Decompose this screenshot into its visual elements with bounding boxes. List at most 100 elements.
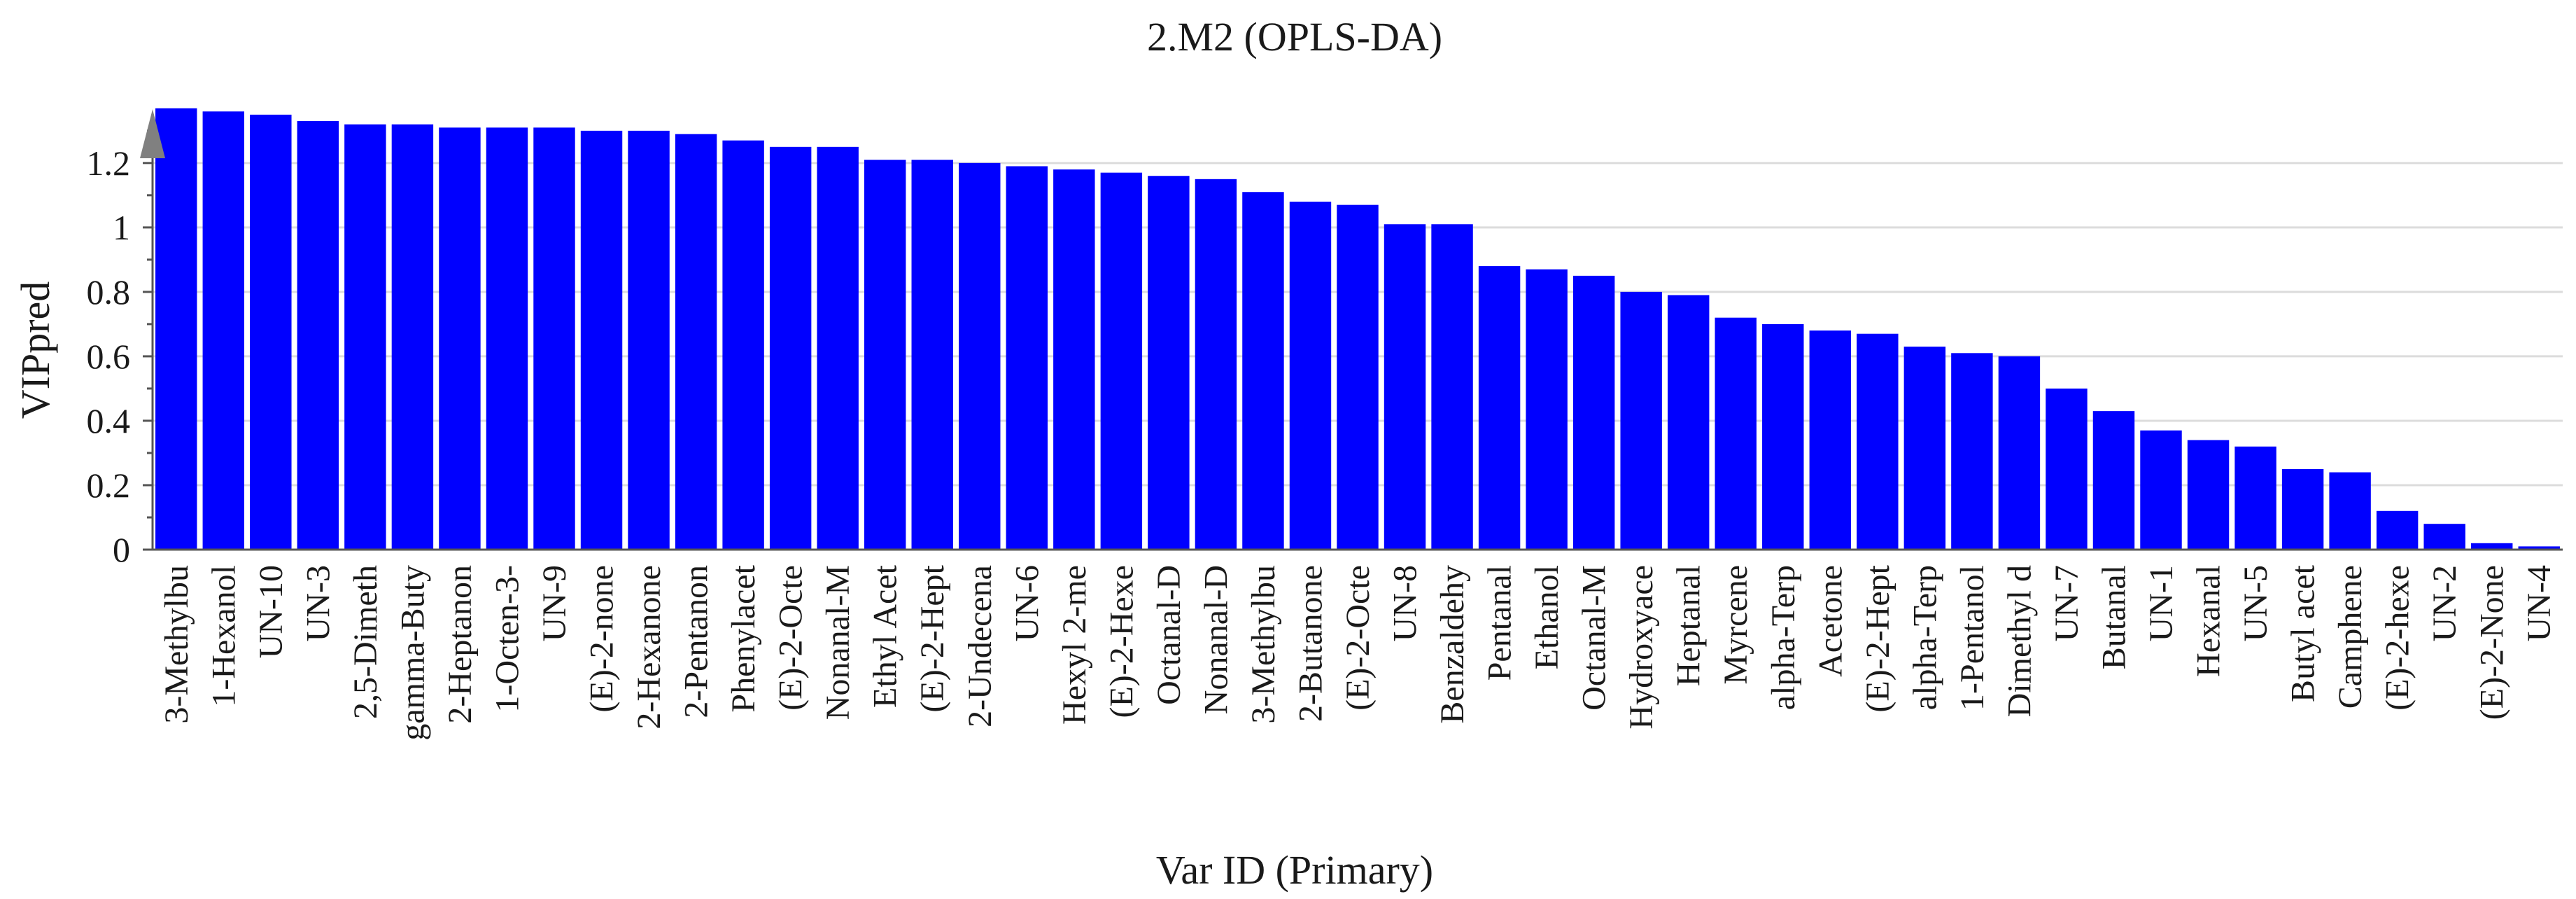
x-category-label: Phenylacet — [725, 564, 762, 712]
bar — [439, 127, 481, 550]
x-category-label: 3-Methylbu — [158, 565, 195, 724]
bar — [628, 130, 670, 550]
x-category-label: 2-Heptanon — [442, 565, 479, 724]
bar — [2046, 388, 2088, 550]
bar — [1857, 333, 1899, 550]
bar — [1195, 179, 1237, 550]
bar — [1478, 266, 1521, 550]
bar — [1100, 172, 1143, 550]
x-category-label: Octanal-M — [1576, 565, 1613, 711]
bar — [959, 162, 1001, 550]
bar — [2281, 468, 2324, 550]
bar — [1715, 317, 1757, 550]
y-tick-label: 0.8 — [87, 272, 131, 312]
bar — [580, 130, 623, 550]
x-category-label: Nonanal-D — [1197, 565, 1234, 714]
x-category-label: alpha-Terp — [1765, 565, 1802, 710]
bar — [2376, 510, 2419, 550]
x-axis-label: Var ID (Primary) — [1156, 847, 1433, 893]
y-tick-label: 1.2 — [87, 144, 131, 183]
x-category-label: Hexyl 2-me — [1056, 565, 1093, 725]
y-tick-labels: 0 0.2 0.4 0.6 0.8 1 1.2 — [87, 144, 131, 569]
x-category-label: (E)-2-none — [584, 565, 621, 713]
bar — [1384, 224, 1426, 550]
x-category-label: alpha-Terp — [1906, 565, 1943, 710]
x-category-label: (E)-2-Hept — [1859, 564, 1896, 712]
x-category-label: (E)-2-Octe — [773, 565, 810, 711]
x-category-label: Ethanol — [1528, 565, 1565, 669]
bar — [864, 160, 906, 550]
bar — [2423, 524, 2465, 550]
bar — [722, 140, 764, 550]
bar — [1998, 356, 2041, 550]
bar — [2518, 546, 2560, 550]
bar — [1903, 347, 1946, 550]
bar — [2470, 543, 2513, 550]
x-category-label: UN-5 — [2237, 565, 2274, 641]
x-category-label: 3-Methylbu — [1245, 565, 1282, 724]
bar — [769, 146, 812, 550]
bar — [1337, 204, 1379, 550]
bar — [202, 111, 245, 550]
bar — [2329, 472, 2371, 550]
x-category-label: (E)-2-Hexe — [1103, 565, 1140, 718]
bar — [1006, 166, 1048, 550]
bar — [675, 134, 717, 550]
x-category-label: Octanal-D — [1150, 565, 1188, 705]
axes — [143, 130, 2563, 551]
bar — [1526, 269, 1568, 550]
chart-title: 2.M2 (OPLS-DA) — [1147, 14, 1442, 60]
x-category-label: Ethyl Acet — [867, 564, 904, 708]
x-category-label: gamma-Buty — [394, 565, 431, 741]
bar — [1431, 224, 1473, 550]
x-category-labels: 3-Methylbu 1-Hexanol UN-10 UN-3 2,5-Dimeth ga… — [158, 564, 2558, 740]
bar — [2234, 446, 2276, 550]
bar — [1809, 330, 1852, 550]
y-tick-label: 0.2 — [87, 466, 131, 505]
x-category-label: UN-8 — [1387, 565, 1424, 641]
bar — [1242, 192, 1284, 550]
bar — [1620, 291, 1662, 550]
bar — [344, 124, 386, 550]
bar — [2187, 440, 2230, 550]
x-category-label: Heptanal — [1670, 565, 1708, 686]
x-category-label: 2-Butanone — [1292, 565, 1329, 722]
x-category-label: (E)-2-None — [2474, 565, 2511, 720]
x-category-label: 2-Undecena — [962, 565, 999, 727]
y-tick-label: 0.4 — [87, 401, 131, 440]
bar — [1762, 323, 1804, 550]
x-category-label: (E)-2-Hept — [914, 564, 951, 712]
x-category-label: Myrcene — [1717, 565, 1754, 685]
bar — [391, 124, 434, 550]
x-category-label: UN-7 — [2048, 565, 2085, 641]
x-category-label: 2-Pentanon — [678, 565, 715, 718]
x-category-label: (E)-2-Octe — [1339, 565, 1377, 711]
x-category-label: Nonanal-M — [819, 565, 857, 720]
bars — [155, 108, 2560, 550]
x-category-label: 1-Octen-3- — [488, 565, 526, 713]
x-category-label: (E)-2-hexe — [2379, 565, 2416, 711]
x-category-label: Hydroxyace — [1623, 565, 1660, 730]
x-category-label: Butanal — [2095, 565, 2132, 669]
y-tick-label: 0 — [113, 530, 130, 569]
y-axis-arrow-icon — [140, 109, 165, 158]
x-category-label: Benzaldehy — [1434, 565, 1471, 724]
bar — [1667, 295, 1710, 550]
bar — [486, 127, 528, 550]
x-category-label: UN-10 — [253, 565, 290, 658]
x-category-label: UN-2 — [2426, 565, 2463, 641]
bar — [297, 121, 339, 550]
y-tick-label: 0.6 — [87, 337, 131, 376]
bar — [1289, 202, 1332, 550]
bar — [1148, 176, 1190, 550]
x-category-label: UN-4 — [2521, 565, 2558, 641]
x-category-label: Acetone — [1812, 565, 1849, 677]
bar — [1951, 353, 1993, 550]
x-category-label: Camphene — [2332, 565, 2369, 709]
bar — [250, 114, 292, 550]
x-category-label: Butyl acet — [2285, 564, 2322, 702]
bar — [911, 160, 953, 550]
x-category-label: Hexanal — [2190, 565, 2227, 677]
y-tick-label: 1 — [113, 208, 130, 247]
